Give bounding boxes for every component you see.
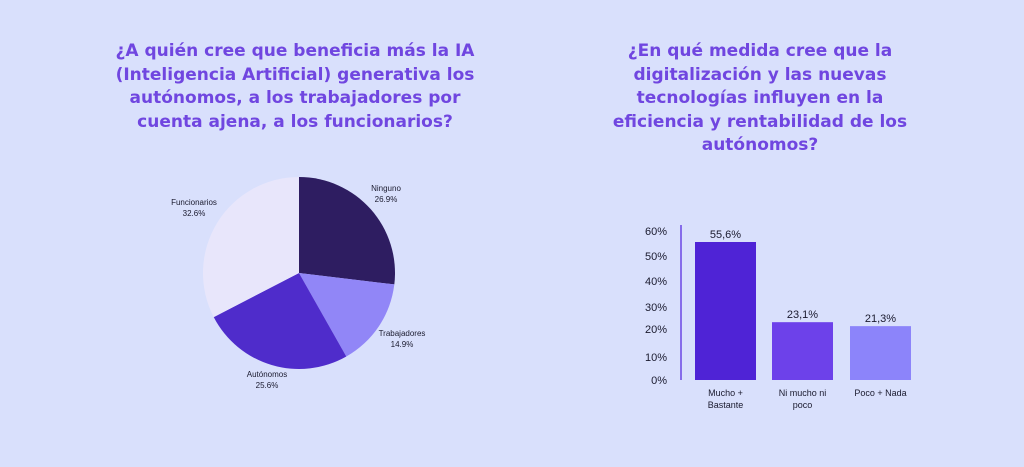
bar-value-label: 55,6%	[710, 229, 741, 241]
pie-slice-value-label: 26.9%	[375, 195, 398, 204]
y-tick-label: 10%	[645, 352, 667, 364]
x-category-label: Mucho +	[708, 388, 743, 398]
pie-slice-label: Ninguno	[371, 184, 401, 193]
y-tick-label: 0%	[651, 375, 667, 387]
x-category-label: Bastante	[708, 400, 744, 410]
x-category-label: poco	[793, 400, 813, 410]
y-tick-label: 40%	[645, 276, 667, 288]
pie-slice-funcionarios	[203, 177, 299, 318]
pie-slice-trabajadores	[299, 273, 395, 357]
bar-value-label: 23,1%	[787, 309, 818, 321]
y-tick-label: 30%	[645, 302, 667, 314]
pie-slice-value-label: 14.9%	[391, 340, 414, 349]
bar	[695, 242, 756, 380]
x-category-label: Ni mucho ni	[779, 388, 827, 398]
y-tick-label: 20%	[645, 324, 667, 336]
x-category-label: Poco + Nada	[854, 388, 906, 398]
pie-slice-value-label: 32.6%	[183, 209, 206, 218]
bar-value-label: 21,3%	[865, 313, 896, 325]
bar	[772, 322, 833, 380]
pie-slice-ninguno	[299, 177, 395, 285]
pie-slice-autónomos	[213, 273, 347, 369]
pie-slice-label: Funcionarios	[171, 198, 217, 207]
y-tick-label: 50%	[645, 251, 667, 263]
pie-chart-title: ¿A quién cree que beneficia más la IA (I…	[115, 41, 475, 132]
bar	[850, 326, 911, 380]
pie-slice-label: Autónomos	[247, 370, 287, 379]
bar-chart-title: ¿En qué medida cree que la digitalizació…	[612, 41, 908, 155]
y-tick-label: 60%	[645, 226, 667, 238]
pie-slice-label: Trabajadores	[379, 329, 426, 338]
pie-slice-value-label: 25.6%	[256, 381, 279, 390]
